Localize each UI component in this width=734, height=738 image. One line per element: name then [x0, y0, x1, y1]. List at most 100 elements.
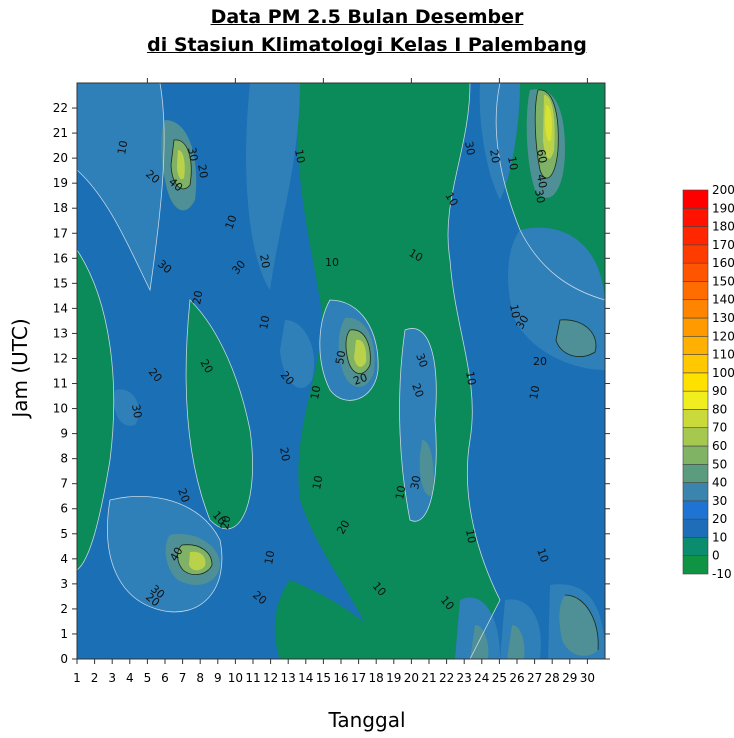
x-tick-label: 10: [228, 671, 243, 685]
colorbar-label: 180: [712, 220, 734, 234]
y-axis-label: Jam (UTC): [8, 318, 32, 418]
x-tick-label: 1: [73, 671, 81, 685]
chart-title-line-2: di Stasiun Klimatologi Kelas I Palembang: [147, 34, 587, 56]
y-tick-label: 8: [60, 452, 68, 466]
contour-label: 10: [393, 484, 408, 500]
contour-label: 10: [407, 246, 426, 264]
colorbar-swatch: [682, 317, 709, 337]
contour-label: 20: [195, 163, 210, 179]
x-tick-label: 25: [492, 671, 507, 685]
contour-label: 10: [325, 256, 339, 269]
colorbar-swatch: [682, 262, 709, 282]
colorbar-label: 40: [712, 476, 727, 490]
colorbar-swatch: [682, 335, 709, 355]
y-tick-label: 19: [53, 176, 68, 190]
x-tick-label: 9: [214, 671, 222, 685]
contour-label: 30: [129, 403, 144, 419]
y-tick-label: 11: [53, 377, 68, 391]
contour-label: 20: [218, 514, 233, 530]
plot-area: 10 20 40 30 20 10 10 20 30 30 20 10 10 2…: [77, 83, 605, 659]
colorbar-swatch: [682, 555, 709, 575]
colorbar-label: 150: [712, 274, 734, 288]
x-tick-label: 4: [126, 671, 134, 685]
contour-label: 40: [534, 173, 549, 189]
x-tick-label: 23: [457, 671, 472, 685]
contour-label: 30: [185, 146, 200, 162]
contour-label: 10: [505, 155, 520, 171]
contour-label: 20: [197, 357, 215, 376]
y-tick-label: 13: [53, 326, 68, 340]
contour-label: 30: [413, 352, 430, 370]
contour-label: 20: [175, 487, 192, 505]
contour-lines-dark: [170, 89, 599, 651]
colorbar-swatch: [682, 482, 709, 502]
contour-lines: [77, 83, 605, 659]
colorbar-label: 200: [712, 183, 734, 197]
contour-label: 20: [352, 371, 370, 388]
contour-label: 10: [534, 547, 551, 565]
colorbar-swatch: [682, 518, 709, 538]
contour-region-30-40: [419, 440, 434, 496]
colorbar: -10 0 10 20 30 40 50 60 70 80 90 100 110 120 130 140 150…: [682, 183, 734, 581]
colorbar-label: 140: [712, 293, 734, 307]
contour-label: 10: [262, 549, 277, 565]
y-tick-label: 5: [60, 527, 68, 541]
colorbar-label: 30: [712, 494, 727, 508]
x-tick-label: 6: [161, 671, 169, 685]
contour-label: 10: [507, 303, 522, 319]
y-tick-label: 15: [53, 276, 68, 290]
colorbar-label: 90: [712, 384, 727, 398]
x-tick-label: 11: [245, 671, 260, 685]
x-tick-label: 22: [439, 671, 454, 685]
y-tick-label: 0: [60, 652, 68, 666]
contour-label: 30: [513, 313, 531, 332]
contour-region-50-60: [189, 551, 206, 571]
y-tick-label: 14: [53, 301, 68, 315]
x-tick-label: 20: [404, 671, 419, 685]
x-tick-label: 19: [386, 671, 401, 685]
contour-label: 20: [190, 289, 205, 305]
contour-label: 10: [115, 139, 130, 155]
x-tick-label: 13: [281, 671, 296, 685]
x-tick-label: 12: [263, 671, 278, 685]
contour-label: 10: [310, 474, 325, 490]
contour-label: 20: [409, 382, 426, 400]
contour-label: 10: [463, 528, 478, 544]
colorbar-label: 0: [712, 549, 720, 563]
x-tick-label: 27: [527, 671, 542, 685]
contour-label: 10: [527, 384, 542, 400]
x-axis-label: Tanggal: [328, 708, 406, 732]
x-tick-label: 3: [108, 671, 116, 685]
x-tick-label: 17: [351, 671, 366, 685]
y-tick-label: 9: [60, 427, 68, 441]
y-tick-label: 10: [53, 402, 68, 416]
contour-region-50-60: [354, 339, 367, 367]
colorbar-label: 50: [712, 457, 727, 471]
x-axis: 1 2 3 4 5 6 7 8 9 10 11 12 13 14 15 16 17 18 19 20 21 22 23 24 2…: [73, 78, 595, 685]
colorbar-swatch: [682, 445, 709, 465]
colorbar-label: 10: [712, 530, 727, 544]
colorbar-swatch: [682, 299, 709, 319]
contour-label: 50: [333, 349, 348, 365]
colorbar-label: 170: [712, 238, 734, 252]
contour-label: 20: [334, 518, 352, 537]
x-tick-label: 29: [562, 671, 577, 685]
x-tick-label: 5: [144, 671, 152, 685]
x-tick-label: 21: [421, 671, 436, 685]
contour-label: 20: [257, 253, 272, 269]
colorbar-swatch: [682, 500, 709, 520]
contour-region-30-40: [507, 625, 525, 659]
contour-region-0-10: [186, 300, 253, 529]
colorbar-swatch: [682, 354, 709, 374]
contour-label: 10: [308, 384, 323, 400]
colorbar-label: 100: [712, 366, 734, 380]
y-tick-label: 21: [53, 126, 68, 140]
colorbar-swatch: [682, 372, 709, 392]
contour-label: 10: [442, 190, 460, 209]
colorbar-swatch: [682, 244, 709, 264]
contour-region-20-30: [113, 389, 139, 426]
x-tick-label: 14: [298, 671, 313, 685]
contour-label: 30: [408, 474, 423, 490]
